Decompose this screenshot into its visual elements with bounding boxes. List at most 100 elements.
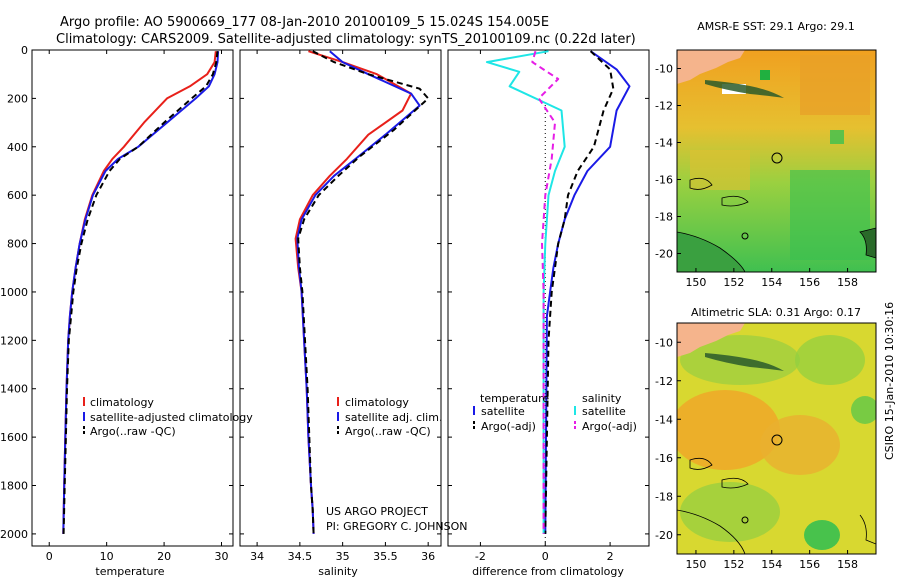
island-chain: [705, 353, 784, 371]
sst-map-title: AMSR-E SST: 29.1 Argo: 29.1: [697, 20, 855, 33]
difference-series-temperature-argo-adj: [544, 50, 615, 534]
x-tick-label: 10: [100, 550, 114, 563]
map-y-tick-label: -18: [655, 490, 673, 503]
y-tick-label: 400: [7, 141, 28, 154]
sla-high: [760, 415, 840, 475]
map-x-tick-label: 150: [685, 558, 706, 571]
difference-xlabel: difference from climatology: [472, 565, 624, 578]
y-tick-label: 800: [7, 238, 28, 251]
legend-label: Argo(-adj): [481, 420, 536, 433]
temperature-xlabel: temperature: [95, 565, 164, 578]
reef-contour: [689, 177, 713, 190]
x-tick-label: -2: [475, 550, 486, 563]
legend-label: Argo(..raw -QC): [345, 425, 431, 438]
map-x-tick-label: 158: [837, 276, 858, 289]
x-tick-label: 0: [46, 550, 53, 563]
sla-mid: [795, 335, 865, 385]
sst-cool-patch: [790, 170, 870, 260]
legend-label: climatology: [90, 396, 154, 409]
x-tick-label: 0: [542, 550, 549, 563]
map-x-tick-label: 154: [761, 276, 782, 289]
sst-map: [677, 50, 876, 272]
land-new-britain: [677, 323, 745, 357]
map-y-tick-label: -20: [655, 248, 673, 261]
y-tick-label: 1200: [0, 334, 28, 347]
sla-high: [677, 390, 780, 470]
salinity-xlabel: salinity: [318, 565, 358, 578]
map-y-tick-label: -16: [655, 174, 673, 187]
legend-label: satellite-adjusted climatology: [90, 411, 253, 424]
map-y-tick-label: -12: [655, 100, 673, 113]
sla-low: [804, 520, 840, 550]
reef-contour: [859, 514, 876, 545]
sla-map-title: Altimetric SLA: 0.31 Argo: 0.17: [691, 306, 861, 319]
argo-profile-marker: [771, 434, 783, 446]
map-x-tick-label: 154: [761, 558, 782, 571]
temperature-panel-frame: [31, 49, 234, 547]
y-tick-label: 600: [7, 189, 28, 202]
legend-label: Argo(-adj): [582, 420, 637, 433]
x-tick-label: 34.5: [288, 550, 313, 563]
difference-series-salinity-argo-adj: [531, 50, 560, 534]
legend-label: satellite adj. clim.: [345, 411, 442, 424]
figure-title-line1: Argo profile: AO 5900669_177 08-Jan-2010…: [60, 15, 549, 30]
legend-head-temperature: temperature: [480, 392, 549, 405]
project-label: US ARGO PROJECT: [326, 505, 428, 518]
sst-cool-patch: [830, 130, 844, 144]
salinity-panel-frame: [239, 49, 442, 547]
map-y-tick-label: -10: [655, 336, 673, 349]
x-tick-label: 30: [215, 550, 229, 563]
x-tick-label: 36: [421, 550, 435, 563]
sst-warm-patch: [800, 55, 870, 115]
argo-profile-marker: [771, 152, 783, 164]
sla-mid: [680, 482, 780, 542]
y-tick-label: 0: [21, 44, 28, 57]
difference-series-temperature-satellite: [544, 50, 631, 534]
map-y-tick-label: -10: [655, 63, 673, 76]
temperature-series-argo-raw-qc: [62, 51, 219, 534]
sla-low: [851, 396, 876, 424]
map-x-tick-label: 156: [799, 558, 820, 571]
secondary-marker: [741, 232, 749, 240]
temperature-legend: climatology satellite-adjusted climatolo…: [83, 396, 253, 438]
legend-head-salinity: salinity: [582, 392, 622, 405]
sla-map-ticks: 150 152 154 156 158 -10 -12 -14 -16 -18 -20: [655, 336, 858, 571]
salinity-legend: climatology satellite adj. clim. Argo(..…: [337, 396, 442, 438]
y-tick-label: 1800: [0, 480, 28, 493]
reef-contour: [859, 227, 876, 259]
y-tick-label: 200: [7, 92, 28, 105]
difference-series-salinity-satellite: [485, 50, 566, 534]
map-y-tick-label: -14: [655, 137, 673, 150]
map-y-tick-label: -12: [655, 375, 673, 388]
legend-label: Argo(..raw -QC): [90, 425, 176, 438]
land-new-britain: [677, 50, 745, 84]
sst-warm-patch: [690, 150, 750, 190]
x-tick-label: 35: [336, 550, 350, 563]
map-y-tick-label: -14: [655, 413, 673, 426]
reef-contour: [677, 231, 746, 272]
salinity-series-argo-raw-qc: [297, 50, 430, 534]
secondary-marker: [741, 516, 749, 524]
map-x-tick-label: 150: [685, 276, 706, 289]
sla-map-frame: [676, 322, 877, 555]
map-y-tick-label: -20: [655, 529, 673, 542]
sla-map: [677, 323, 876, 554]
sst-map-ticks: 150 152 154 156 158 -10 -12 -14 -16 -18 -20: [655, 63, 858, 290]
difference-legend: temperature salinity satellite Argo(-adj…: [473, 392, 637, 433]
sst-map-frame: [676, 49, 877, 273]
figure-title-line2: Climatology: CARS2009. Satellite-adjuste…: [56, 32, 636, 47]
y-tick-label: 2000: [0, 528, 28, 541]
island-chain: [705, 80, 784, 98]
y-tick-label: 1000: [0, 286, 28, 299]
y-tick-label: 1600: [0, 431, 28, 444]
reef-contour: [721, 195, 749, 207]
map-x-tick-label: 156: [799, 276, 820, 289]
x-tick-label: 2: [607, 550, 614, 563]
sst-cool-pixel: [760, 70, 770, 80]
reef-contour: [689, 457, 713, 470]
x-tick-label: 35.5: [373, 550, 398, 563]
legend-label: climatology: [345, 396, 409, 409]
x-tick-label: 20: [157, 550, 171, 563]
